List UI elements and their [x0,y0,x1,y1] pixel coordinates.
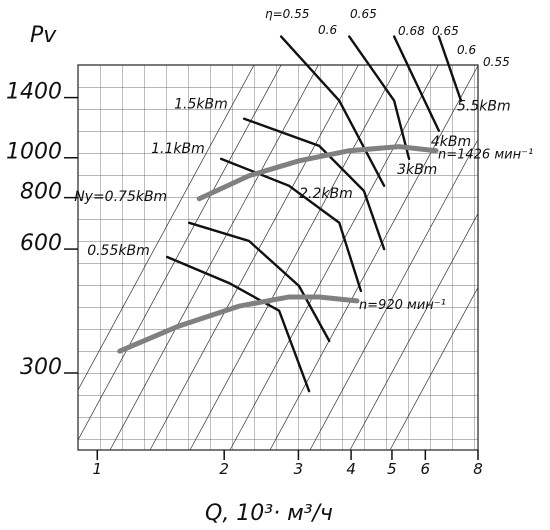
power-curve [279,35,386,187]
power-label: 5.5kBm [457,99,511,115]
x-tick-label: 4 [346,460,356,478]
power-label: 4kBm [431,134,471,150]
y-tick-label: 300 [20,355,62,380]
power-label: 3kBm [397,162,437,178]
y-tick-label: 600 [20,231,62,256]
efficiency-label: 0.65 [432,24,459,38]
x-tick-label: 2 [219,460,229,478]
y-tick-label: 1000 [6,140,62,165]
power-label: 2.2kBm [299,186,353,202]
power-label: 0.55kBm [87,243,150,259]
power-curve [392,35,441,132]
speed-label: n=1426 мин⁻¹ [438,148,533,163]
x-tick-label: 1 [93,460,103,478]
x-tick-label: 8 [473,460,483,478]
power-label: 1.1kBm [151,141,205,157]
y-axis-label: Pv [30,23,57,48]
power-curve [437,35,463,102]
efficiency-label: 0.65 [350,7,377,21]
efficiency-label: 0.6 [457,43,476,57]
power-curve [348,35,411,161]
speed-curve [117,294,360,354]
power-curve [187,221,331,343]
x-tick-label: 3 [294,460,304,478]
speed-label: n=920 мин⁻¹ [359,298,446,313]
efficiency-label: 0.6 [318,23,337,37]
power-label: Ny=0.75kBm [74,189,167,205]
x-axis-label: Q, 10³· м³/ч [205,501,333,526]
efficiency-label: 0.55 [483,55,510,69]
power-label: 1.5kBm [174,97,228,113]
x-tick-label: 5 [387,460,397,478]
power-curve [242,117,386,251]
x-tick-label: 6 [421,460,431,478]
y-tick-label: 1400 [6,80,62,105]
speed-curve [196,144,439,202]
y-tick-label: 800 [20,180,62,205]
efficiency-label: η=0.55 [265,7,309,21]
efficiency-label: 0.68 [398,24,425,38]
power-curve [166,255,311,393]
